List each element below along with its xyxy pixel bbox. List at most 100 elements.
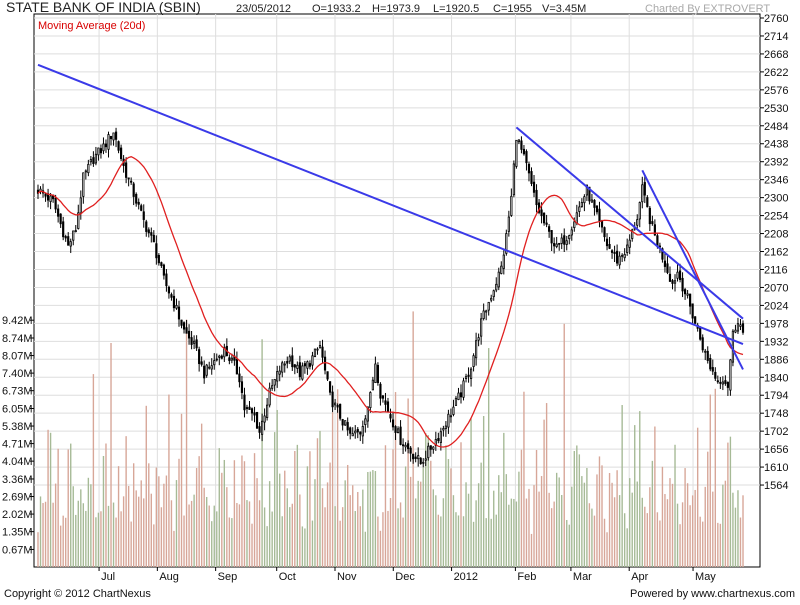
- candle-body: [429, 445, 432, 450]
- candle-body: [520, 140, 523, 150]
- candle-body: [87, 163, 90, 174]
- volume-bar: [243, 461, 246, 567]
- volume-bar: [367, 472, 369, 567]
- open-value: O=1933.2: [312, 3, 361, 15]
- candle-body: [490, 297, 493, 301]
- candle-body: [172, 295, 176, 309]
- candle-body: [356, 429, 359, 433]
- candle-body: [517, 139, 521, 143]
- volume-bar: [65, 517, 67, 567]
- plot-area: [33, 13, 761, 568]
- volume-bar: [110, 343, 112, 567]
- volume-bar: [631, 492, 633, 567]
- candle-body: [311, 355, 314, 366]
- volume-bar: [520, 449, 523, 567]
- volume-bar: [251, 523, 253, 567]
- volume-bar: [495, 514, 497, 567]
- volume-bar: [623, 513, 626, 567]
- volume-bar: [420, 481, 422, 567]
- candle-body: [271, 385, 274, 389]
- candle-body: [243, 394, 246, 411]
- volume-bar: [402, 517, 404, 567]
- candle-body: [263, 415, 266, 423]
- candle-body: [495, 283, 498, 291]
- volume-bar: [538, 491, 540, 567]
- volume-bar: [299, 494, 301, 567]
- volume-bar: [535, 449, 538, 567]
- candle-body: [716, 380, 719, 383]
- candle-body: [394, 426, 397, 433]
- volume-bar: [669, 478, 671, 567]
- candle-body: [442, 428, 445, 431]
- volume-bar: [145, 405, 147, 567]
- volume-bar: [722, 484, 724, 567]
- volume-bar: [601, 465, 603, 567]
- date-tick-label: Sep: [218, 571, 238, 583]
- candle-body: [296, 364, 299, 369]
- volume-bar: [160, 507, 163, 567]
- volume-bar: [236, 502, 238, 567]
- candle-body: [500, 265, 503, 274]
- candle-body: [82, 172, 85, 197]
- candle-body: [323, 356, 327, 371]
- volume-bar: [440, 516, 442, 567]
- candle-body: [361, 426, 364, 437]
- volume-bar: [279, 473, 281, 567]
- volume-bar: [314, 479, 316, 567]
- volume-bar: [450, 468, 452, 567]
- volume-bar: [717, 522, 719, 567]
- price-tick-label: 2162: [764, 247, 788, 259]
- volume-bar: [737, 490, 739, 567]
- volume-bar: [558, 477, 560, 567]
- candle-body: [180, 319, 183, 326]
- candle-body: [507, 216, 510, 232]
- volume-bar: [52, 502, 54, 567]
- price-tick-label: 1656: [764, 444, 788, 456]
- candle-body: [719, 382, 722, 384]
- candle-body: [686, 293, 689, 296]
- candle-body: [671, 280, 674, 284]
- volume-bar: [218, 448, 220, 567]
- volume-bar: [276, 409, 278, 567]
- volume-bar: [374, 471, 377, 567]
- candle-body: [407, 443, 410, 450]
- volume-bar: [153, 524, 155, 567]
- candle-body: [741, 323, 745, 333]
- volume-bar: [77, 500, 79, 567]
- volume-bar: [485, 518, 487, 567]
- candle-body: [273, 378, 276, 386]
- volume-bar: [329, 462, 331, 567]
- volume-bar: [382, 512, 384, 567]
- volume-bar: [87, 477, 90, 567]
- volume-bar: [691, 495, 694, 567]
- high-value: H=1973.9: [372, 3, 420, 15]
- volume-bar: [115, 517, 117, 567]
- price-tick-label: 2760: [764, 13, 788, 25]
- candle-body: [621, 254, 624, 257]
- volume-bar: [258, 500, 261, 567]
- volume-bar: [180, 413, 183, 567]
- candle-body: [109, 135, 113, 140]
- volume-bar: [661, 466, 664, 567]
- volume-tick-label: 3.36M: [2, 474, 33, 486]
- candle-body: [485, 310, 488, 313]
- volume-bar: [681, 502, 684, 567]
- candle-body: [336, 404, 339, 408]
- volume-bar: [503, 432, 505, 567]
- volume-bar: [510, 498, 513, 567]
- candle-body: [54, 197, 57, 210]
- candle-body: [449, 415, 453, 418]
- candle-body: [318, 345, 322, 348]
- candle-body: [626, 244, 629, 253]
- price-tick-label: 2622: [764, 67, 788, 79]
- volume-bar: [263, 507, 266, 567]
- candle-body: [359, 431, 362, 435]
- candle-body: [668, 273, 672, 282]
- candle-body: [515, 139, 518, 167]
- candle-body: [636, 219, 639, 226]
- candle-body: [376, 364, 380, 383]
- candle-body: [709, 357, 712, 370]
- volume-bar: [404, 466, 407, 567]
- volume-tick-label: 2.69M: [2, 492, 33, 504]
